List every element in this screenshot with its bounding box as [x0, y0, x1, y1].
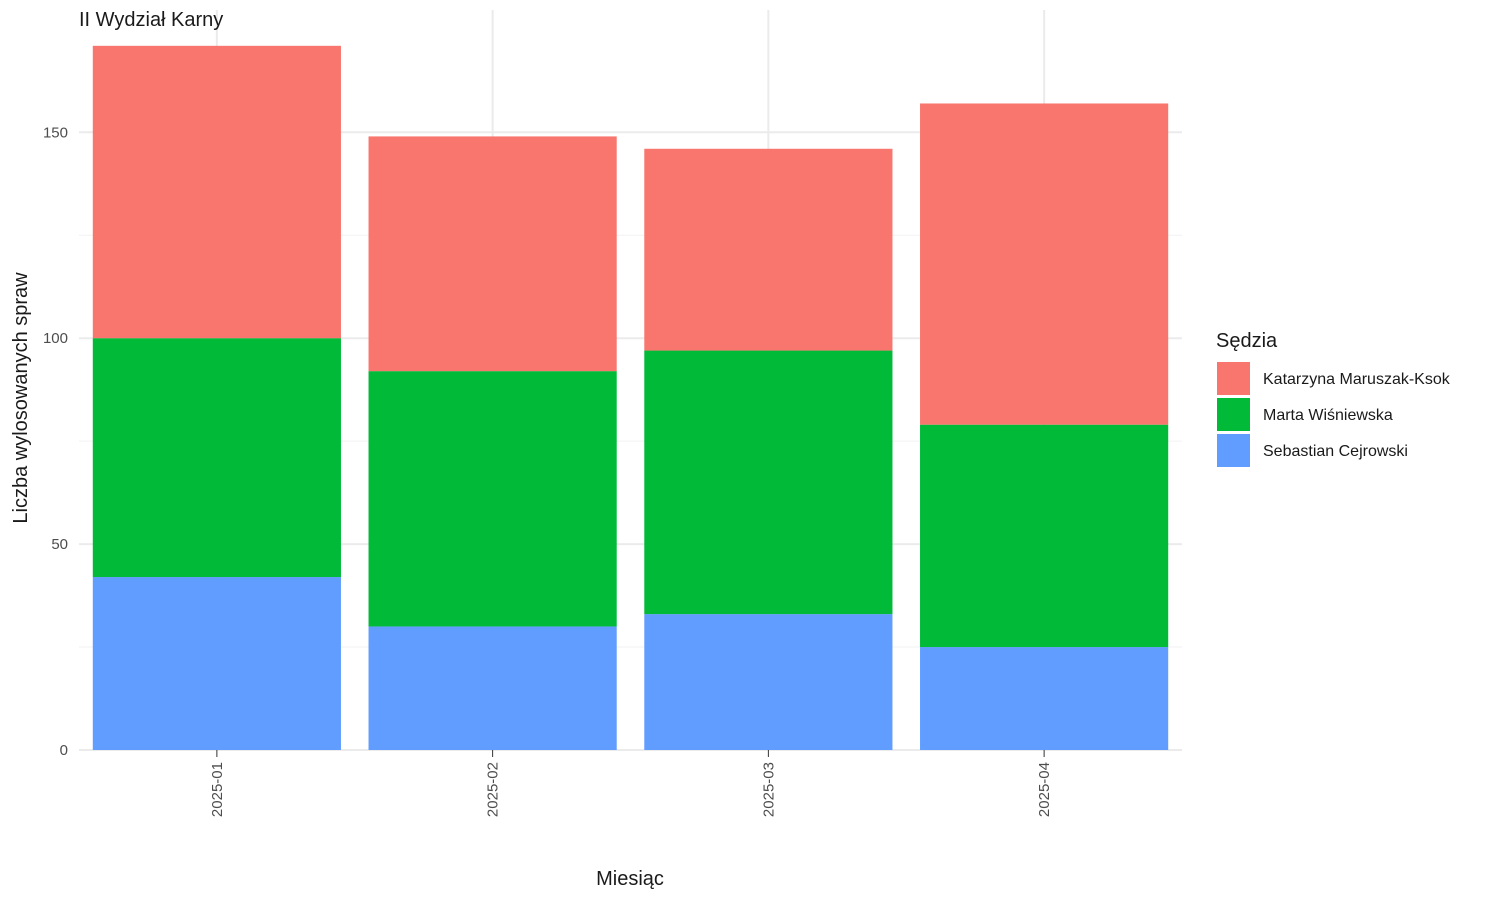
y-axis-ticks: 0 50 100 150	[43, 124, 68, 759]
bar-segment	[920, 647, 1169, 750]
bar-segment	[644, 614, 893, 750]
legend-label: Sebastian Cejrowski	[1263, 443, 1408, 460]
legend: Sędzia Katarzyna Maruszak-Ksok Marta Wiśn…	[1216, 330, 1451, 467]
bars	[92, 45, 1169, 750]
bar-segment	[92, 45, 341, 339]
y-tick-label: 0	[60, 742, 68, 759]
y-tick-label: 100	[43, 330, 68, 347]
y-tick-label: 50	[51, 536, 68, 553]
bar-segment	[92, 338, 341, 578]
x-axis-ticks: 2025-01 2025-02 2025-03 2025-04	[209, 750, 1053, 817]
x-tick-label: 2025-04	[1036, 762, 1053, 817]
bar-segment	[368, 136, 617, 372]
legend-swatch	[1217, 398, 1250, 431]
bar-segment	[644, 350, 893, 615]
bar-segment	[920, 424, 1169, 648]
x-axis-title: Miesiąc	[596, 868, 664, 890]
x-tick-label: 2025-02	[485, 762, 502, 817]
y-tick-label: 150	[43, 124, 68, 141]
legend-title: Sędzia	[1216, 330, 1278, 352]
bar-segment	[920, 103, 1169, 425]
legend-label: Marta Wiśniewska	[1263, 407, 1393, 424]
bar-segment	[92, 577, 341, 750]
x-tick-label: 2025-01	[209, 762, 226, 817]
bar-segment	[644, 148, 893, 351]
y-axis-title: Liczba wylosowanych spraw	[10, 272, 32, 524]
chart-title: II Wydział Karny	[79, 9, 223, 31]
legend-swatch	[1217, 362, 1250, 395]
x-tick-label: 2025-03	[760, 762, 777, 817]
legend-swatch	[1217, 434, 1250, 467]
legend-label: Katarzyna Maruszak-Ksok	[1263, 371, 1451, 388]
bar-segment	[368, 371, 617, 627]
bar-segment	[368, 626, 617, 750]
